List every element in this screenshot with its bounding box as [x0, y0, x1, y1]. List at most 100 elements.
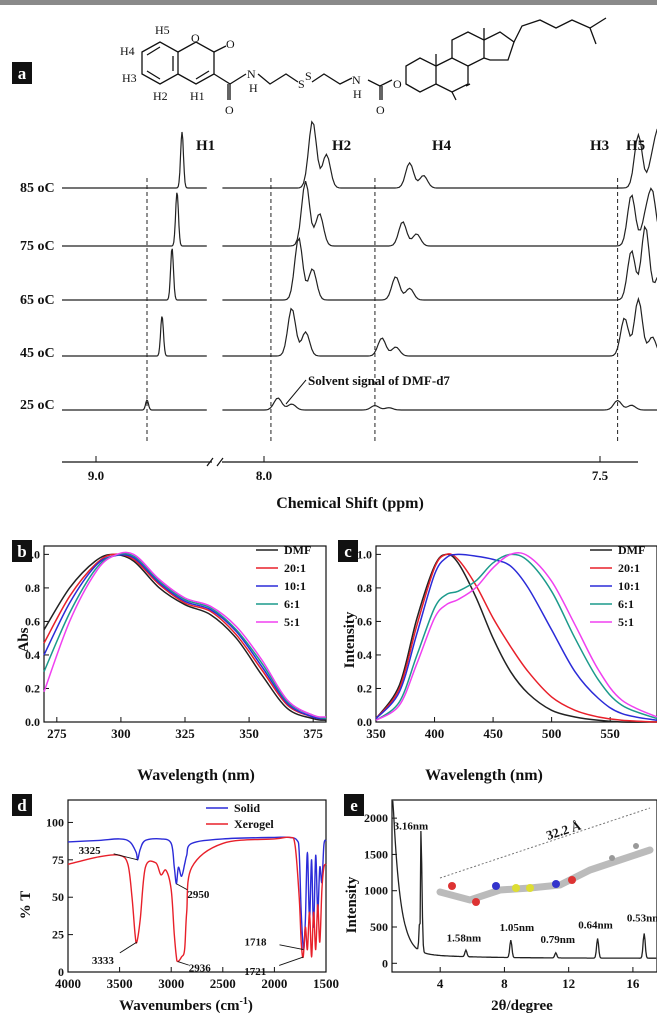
- series-line-Xerogel: [67, 836, 327, 963]
- panel-d: d 4000 3500 3000 2500 2000 1500 0 25 50 75 100 Soli…: [12, 794, 339, 1014]
- panel-label-bg-e: [344, 794, 364, 816]
- x-tick-label: 4: [437, 976, 444, 991]
- atom-label: O: [225, 103, 234, 117]
- series-line-20:1: [375, 553, 657, 723]
- emission-plot: 350 400 450 500 550 0.0 0.2 0.4 0.6 0.8 1.0 DMF 20:1…: [357, 543, 657, 741]
- panel-label-bg-d: [12, 794, 32, 816]
- y-tick-label: 0.0: [25, 715, 40, 729]
- y-tick-label: 0: [58, 965, 64, 979]
- peak-annotation: 2936: [189, 963, 212, 975]
- nmr-spectrum-25 oC-right: [222, 397, 657, 411]
- panel-e: e 4 8 12 16 0 500 1000 1500 2000 3.16nm 1.58nm 1.05…: [344, 794, 657, 1014]
- y-tick-label: 0.4: [357, 648, 372, 662]
- atom-label: N: [352, 73, 361, 87]
- y-axis-title: % T: [18, 891, 34, 919]
- panel-label-e: e: [350, 796, 358, 815]
- nmr-spectrum-45 oC-right: [222, 296, 657, 357]
- nmr-spectrum-25 oC-left: [62, 399, 207, 411]
- panel-label-bg-c: [338, 540, 358, 562]
- series-line-6:1: [43, 552, 327, 720]
- peak-label-h3: H3: [590, 138, 609, 154]
- x-tick-label: 7.5: [592, 468, 609, 483]
- nmr-spectrum-75 oC-left: [62, 192, 207, 247]
- x-tick-label: 4000: [55, 976, 81, 991]
- x-tick-label: 12: [562, 976, 575, 991]
- x-tick-label: 1500: [313, 976, 339, 991]
- temperature-label-45: 45 oC: [20, 346, 55, 361]
- y-tick-label: 50: [52, 890, 64, 904]
- atom-label: H: [249, 81, 258, 95]
- peak-label: 1.58nm: [447, 933, 482, 945]
- atom-label: H5: [155, 23, 170, 37]
- nmr-spectrum-65 oC-right: [222, 225, 657, 301]
- series-line-20:1: [43, 553, 327, 720]
- nmr-temperature-labels: 85 oC 75 oC 65 oC 45 oC 25 oC: [20, 181, 55, 413]
- distance-annotation: 32.2 Å: [544, 817, 583, 842]
- temperature-label-65: 65 oC: [20, 293, 55, 308]
- peak-label-h5: H5: [626, 138, 645, 154]
- x-tick-label: 450: [483, 726, 503, 741]
- nmr-spectra: [62, 120, 657, 442]
- atom-label: H2: [153, 89, 168, 103]
- nmr-spectrum-75 oC-right: [222, 180, 657, 247]
- nmr-spectrum-65 oC-left: [62, 248, 207, 301]
- y-tick-label: 0.8: [357, 581, 372, 595]
- legend-label: Solid: [234, 801, 260, 815]
- legend-label: 20:1: [284, 561, 306, 575]
- temperature-label-75: 75 oC: [20, 239, 55, 254]
- peak-label-h1: H1: [196, 138, 215, 154]
- annotation-arrow: [113, 853, 138, 861]
- peak-label: 0.79nm: [541, 934, 576, 946]
- peak-label: 0.53nm: [627, 913, 657, 925]
- atom-label: S: [305, 69, 312, 83]
- x-tick-label: 500: [542, 726, 562, 741]
- panel-label-bg-b: [12, 540, 32, 562]
- annotation-arrow: [279, 956, 304, 966]
- y-tick-label: 1.0: [357, 547, 372, 561]
- plot-frame: [67, 799, 327, 973]
- legend-label: 6:1: [618, 597, 634, 611]
- y-tick-label: 0.4: [25, 648, 40, 662]
- y-tick-label: 25: [52, 928, 64, 942]
- legend-label: Xerogel: [234, 817, 274, 831]
- plot-frame: [391, 799, 657, 973]
- atom-label: H1: [190, 89, 205, 103]
- panel-label-c: c: [344, 542, 352, 561]
- x-tick-label: 400: [425, 726, 445, 741]
- y-tick-label: 0.2: [25, 681, 40, 695]
- x-tick-label: 8.0: [256, 468, 272, 483]
- y-tick-label: 0.0: [357, 715, 372, 729]
- legend-label: 6:1: [284, 597, 300, 611]
- x-tick-label: 300: [111, 726, 131, 741]
- x-axis-title: Wavelength (nm): [137, 767, 255, 784]
- nmr-spectrum-85 oC-left: [62, 131, 207, 189]
- y-axis-title: Abs: [16, 627, 32, 652]
- absorbance-plot: 275 300 325 350 375 0.0 0.2 0.4 0.6 0.8 1.0 DMF 20:1…: [25, 543, 327, 741]
- solvent-arrow: [285, 379, 307, 405]
- x-tick-label: 3500: [107, 976, 133, 991]
- nmr-axis: 9.0 8.0 7.5 Chemical Shift (ppm): [62, 456, 638, 512]
- peak-label: 0.64nm: [578, 920, 613, 932]
- y-tick-label: 2000: [364, 811, 388, 825]
- temperature-label-25: 25 oC: [20, 398, 55, 413]
- panel-label-b: b: [17, 542, 26, 561]
- legend-label: DMF: [284, 543, 311, 557]
- atom-label: O: [226, 37, 235, 51]
- y-tick-label: 0.6: [357, 614, 372, 628]
- legend-label: 5:1: [284, 615, 300, 629]
- series-line-5:1: [43, 551, 327, 718]
- molecule-atom-labels: H5 H4 H3 H2 H1 O O O N H S S N H O O: [120, 23, 402, 117]
- panel-label-d: d: [17, 796, 27, 815]
- x-tick-label: 350: [239, 726, 259, 741]
- y-tick-label: 0.8: [25, 581, 40, 595]
- x-axis-title-exponent: -1: [240, 996, 248, 1007]
- legend-label: 20:1: [618, 561, 640, 575]
- molecule-structure: [141, 17, 607, 101]
- panel-c: c 350 400 450 500 550 0.0 0.2 0.4 0.6 0.8 1.0 DMF 20…: [338, 540, 657, 784]
- panel-b: b 275 300 325 350 375 0.0 0.2 0.4 0.6 0.8 1.0 DMF 20…: [12, 540, 327, 784]
- annotation-arrow: [279, 944, 304, 951]
- x-axis-title: 2θ/degree: [491, 998, 553, 1014]
- x-axis-title-close: ): [248, 998, 253, 1014]
- temperature-label-85: 85 oC: [20, 181, 55, 196]
